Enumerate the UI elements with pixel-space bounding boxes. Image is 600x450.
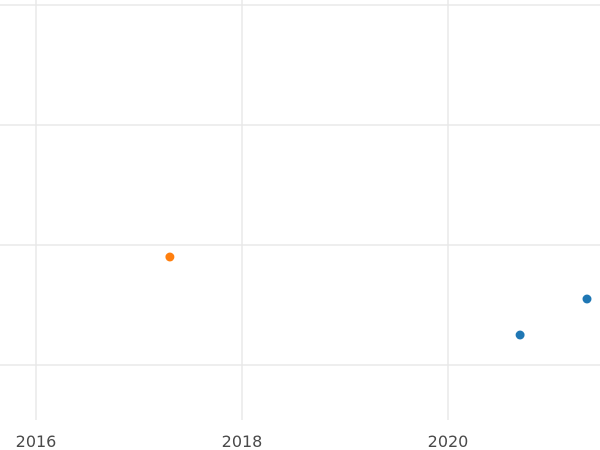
x-tick-label: 2018	[222, 432, 263, 450]
data-point-series-1	[515, 330, 525, 340]
data-point-series-1	[582, 294, 592, 304]
x-tick-label: 2016	[16, 432, 57, 450]
data-points	[165, 252, 592, 340]
x-tick-label: 2020	[428, 432, 469, 450]
x-axis-ticks: 201620182020202220242026	[16, 432, 469, 450]
data-point-series-2	[165, 252, 175, 262]
grid	[0, 0, 600, 420]
